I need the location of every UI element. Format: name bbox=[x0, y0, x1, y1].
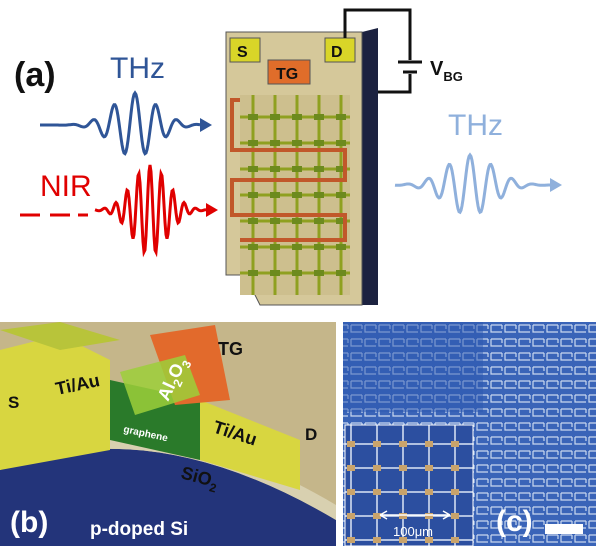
scale-label: 100μm bbox=[393, 524, 433, 539]
bias-label: VBG bbox=[430, 58, 463, 84]
wave bbox=[95, 165, 206, 252]
panel-a: (a) THz NIR THz S D TG VBG bbox=[14, 10, 562, 305]
nir-label: NIR bbox=[40, 170, 92, 203]
drain-label: D bbox=[331, 44, 343, 61]
gate-label: TG bbox=[218, 339, 243, 359]
panel-c: 100μm (c) bbox=[343, 322, 596, 546]
wave bbox=[40, 93, 200, 154]
arrow-head bbox=[200, 118, 212, 132]
panel-label: (b) bbox=[10, 506, 48, 539]
thz-out-label: THz bbox=[448, 109, 503, 142]
thz-in-label: THz bbox=[110, 52, 165, 85]
drain-label: D bbox=[305, 425, 317, 444]
backgate bbox=[362, 28, 378, 305]
panel-b: S Ti/Au TG Al2O3 graphene Ti/Au D SiO2 p… bbox=[0, 322, 336, 546]
panel-label: (a) bbox=[14, 56, 56, 94]
wave bbox=[395, 155, 550, 212]
arrow-head bbox=[550, 178, 562, 192]
arrow-head bbox=[206, 203, 218, 217]
bias-main: V bbox=[430, 58, 444, 80]
gate-label: TG bbox=[276, 66, 298, 83]
substrate-label: p-doped Si bbox=[90, 519, 188, 540]
source-label: S bbox=[8, 393, 19, 412]
bias-sub: BG bbox=[443, 69, 463, 84]
source-label: S bbox=[237, 44, 248, 61]
array-edge bbox=[343, 322, 483, 412]
panel-label: (c) bbox=[496, 505, 533, 538]
device-array bbox=[240, 95, 350, 295]
scale-bar bbox=[545, 524, 583, 534]
figure: (a) THz NIR THz S D TG VBG bbox=[0, 0, 596, 546]
